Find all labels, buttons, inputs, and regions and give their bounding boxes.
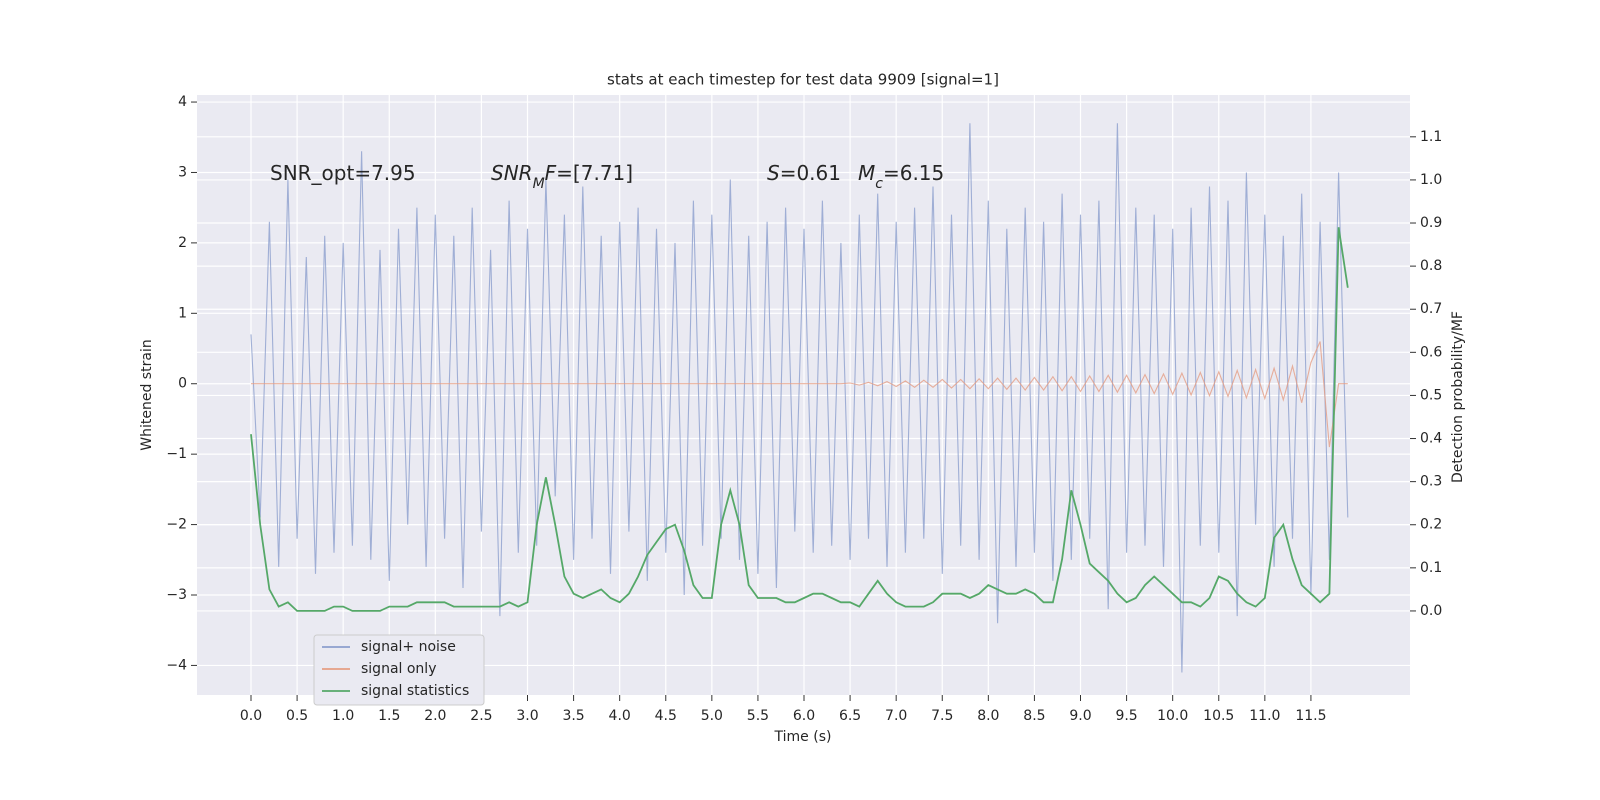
y2-tick-label: 0.9 — [1420, 215, 1442, 231]
y-tick-label: −1 — [166, 446, 187, 462]
annotation-part: SNR — [491, 161, 533, 185]
legend-label: signal statistics — [361, 683, 469, 699]
x-tick-label: 10.0 — [1157, 708, 1188, 724]
annotation-part: =[7.71] — [556, 161, 633, 185]
annotation-part: S — [767, 161, 780, 185]
annotation-part: =0.61 — [780, 161, 841, 185]
y-tick-label: 4 — [178, 94, 187, 110]
legend-box — [313, 634, 485, 706]
x-tick-label: 7.5 — [931, 708, 953, 724]
y2-tick-label: 0.1 — [1420, 560, 1442, 576]
annotation: SNRMF=[7.71] — [491, 161, 633, 192]
y-axis-label: Whitened strain — [139, 339, 155, 450]
y2-tick-label: 0.4 — [1420, 431, 1442, 447]
y-tick-label: −2 — [166, 517, 187, 533]
annotation-part: M — [858, 161, 875, 185]
x-tick-label: 2.5 — [470, 708, 492, 724]
y-tick-label: 1 — [178, 305, 187, 321]
x-tick-label: 6.5 — [839, 708, 861, 724]
series-line — [251, 341, 1348, 448]
y-tick-label: 2 — [178, 235, 187, 251]
legend-label: signal+ noise — [361, 639, 456, 655]
annotation-part: =6.15 — [883, 161, 944, 185]
x-tick-label: 1.0 — [332, 708, 354, 724]
x-tick-label: 5.0 — [701, 708, 723, 724]
annotation-part: F — [545, 161, 557, 185]
y-tick-label: 0 — [178, 376, 187, 392]
annotation-part: M — [533, 176, 545, 192]
x-tick-label: 10.5 — [1203, 708, 1234, 724]
x-tick-label: 2.0 — [424, 708, 446, 724]
x-tick-label: 6.0 — [793, 708, 815, 724]
y2-axis-label: Detection probability/MF — [1450, 311, 1466, 483]
y2-tick-label: 0.3 — [1420, 474, 1442, 490]
y-tick-label: −4 — [166, 657, 187, 673]
x-tick-label: 5.5 — [747, 708, 769, 724]
x-tick-label: 11.0 — [1249, 708, 1280, 724]
x-tick-label: 8.0 — [977, 708, 999, 724]
x-tick-label: 4.5 — [655, 708, 677, 724]
annotation: SNR_opt=7.95 — [270, 161, 416, 185]
series-line — [250, 123, 1349, 673]
legend: signal+ noise signal only signal statistic… — [313, 634, 485, 706]
y2-tick-label: 1.1 — [1420, 129, 1442, 145]
x-tick-label: 9.0 — [1069, 708, 1091, 724]
y-tick-label: 3 — [178, 164, 187, 180]
x-tick-label: 9.5 — [1115, 708, 1137, 724]
annotation-part: c — [875, 176, 883, 192]
x-tick-label: 8.5 — [1023, 708, 1045, 724]
y-tick-label: −3 — [166, 587, 187, 603]
x-tick-label: 1.5 — [378, 708, 400, 724]
x-tick-label: 0.0 — [240, 708, 262, 724]
y2-tick-label: 0.6 — [1420, 344, 1442, 360]
x-tick-label: 7.0 — [885, 708, 907, 724]
y2-tick-label: 0.7 — [1420, 301, 1442, 317]
annotation: S=0.61 — [767, 161, 841, 185]
chart-title: stats at each timestep for test data 990… — [607, 71, 999, 89]
x-tick-label: 11.5 — [1295, 708, 1326, 724]
series-line — [250, 227, 1349, 612]
annotation: Mc=6.15 — [858, 161, 944, 192]
y2-tick-label: 0.0 — [1420, 603, 1442, 619]
x-axis-label: Time (s) — [774, 729, 832, 745]
legend-label: signal only — [361, 661, 436, 677]
y2-tick-label: 0.5 — [1420, 387, 1442, 403]
x-tick-label: 3.5 — [562, 708, 584, 724]
x-tick-label: 3.0 — [516, 708, 538, 724]
y2-tick-label: 0.8 — [1420, 258, 1442, 274]
y2-tick-label: 1.0 — [1420, 172, 1442, 188]
x-tick-label: 0.5 — [286, 708, 308, 724]
y2-tick-label: 0.2 — [1420, 517, 1442, 533]
annotation-part: SNR_opt=7.95 — [270, 161, 416, 185]
x-tick-label: 4.0 — [609, 708, 631, 724]
